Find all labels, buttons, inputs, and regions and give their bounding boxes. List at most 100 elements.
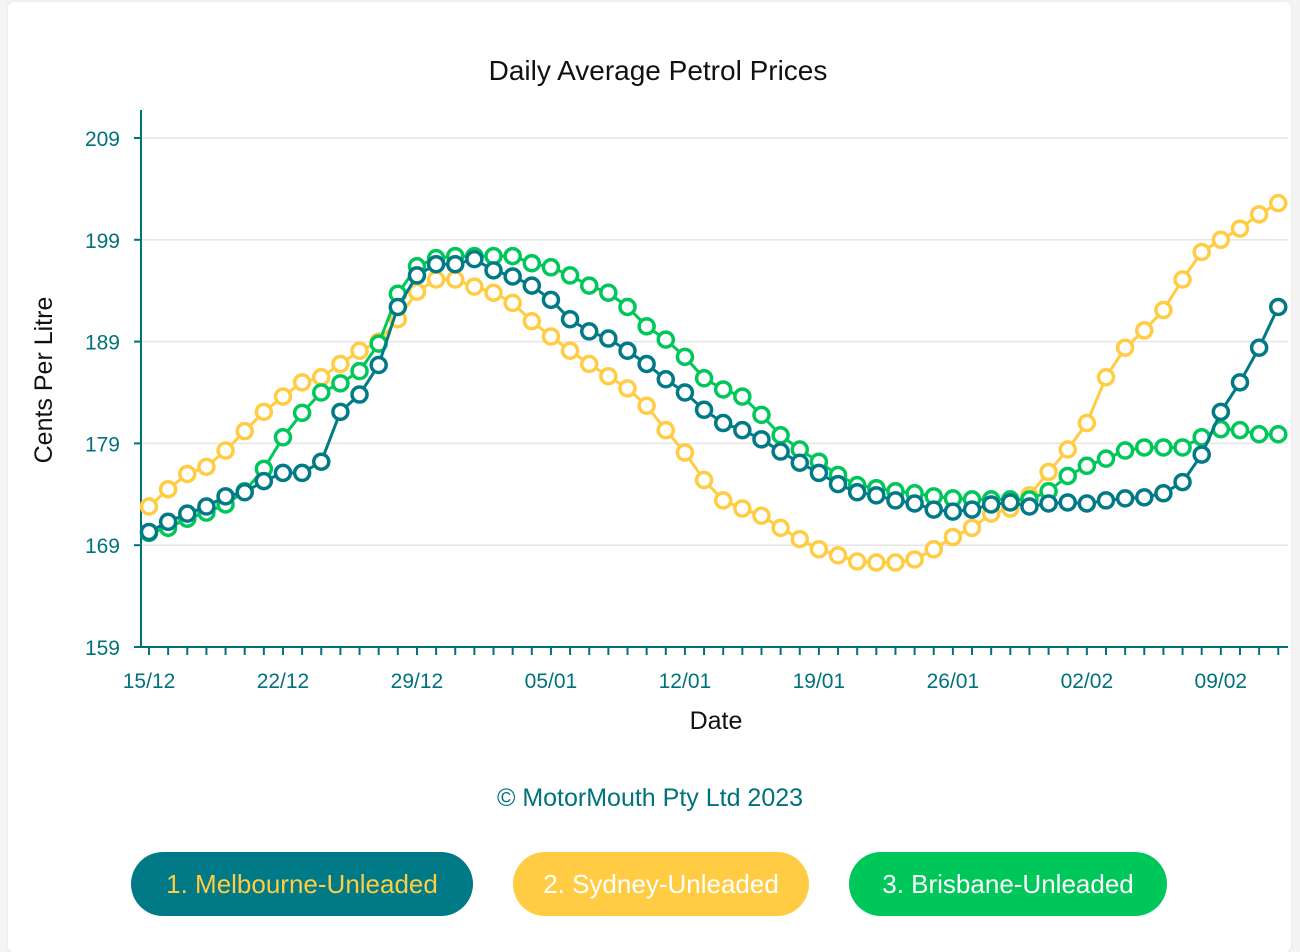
- data-point: [637, 317, 656, 336]
- data-point: [943, 502, 963, 521]
- data-point: [350, 385, 369, 404]
- data-point: [388, 297, 408, 317]
- data-point: [1039, 462, 1058, 482]
- data-point: [465, 277, 484, 296]
- data-point: [254, 471, 274, 491]
- data-point: [426, 270, 446, 289]
- data-point: [752, 430, 771, 449]
- x-tick-label: 26/01: [927, 670, 980, 693]
- x-tick-label: 22/12: [257, 670, 310, 693]
- data-point: [1230, 373, 1250, 392]
- data-point: [312, 452, 331, 471]
- x-tick-label: 02/02: [1061, 670, 1114, 693]
- x-tick-label: 29/12: [391, 670, 444, 693]
- data-point: [350, 341, 369, 361]
- x-tick-label: 12/01: [659, 670, 712, 693]
- data-point: [752, 405, 771, 425]
- data-point: [216, 441, 235, 460]
- y-tick-label: 209: [85, 128, 120, 151]
- data-point: [886, 491, 905, 510]
- data-point: [675, 443, 695, 462]
- data-point: [694, 470, 714, 490]
- x-tick-label: 19/01: [793, 670, 846, 693]
- data-point: [790, 529, 810, 549]
- data-point: [981, 495, 1001, 514]
- data-point: [139, 497, 159, 516]
- data-point: [407, 266, 427, 285]
- legend-toggle-2[interactable]: 2. Sydney-Unleaded: [513, 852, 809, 916]
- data-point: [522, 311, 542, 331]
- data-point: [235, 483, 254, 502]
- data-point: [579, 276, 599, 295]
- data-point: [1096, 491, 1116, 510]
- data-point: [216, 487, 235, 506]
- data-point: [847, 483, 867, 502]
- data-point: [560, 266, 580, 285]
- x-tick-label: 05/01: [525, 670, 578, 693]
- data-point: [560, 309, 580, 329]
- data-point: [579, 354, 599, 374]
- data-point: [484, 283, 503, 302]
- data-point: [522, 253, 542, 273]
- data-point: [809, 463, 829, 483]
- data-point: [331, 354, 350, 374]
- data-point: [1154, 438, 1173, 457]
- data-point: [867, 553, 886, 572]
- data-point: [847, 552, 867, 571]
- data-point: [675, 383, 695, 402]
- data-point: [465, 249, 484, 269]
- data-point: [790, 453, 810, 472]
- data-point: [694, 400, 714, 420]
- data-point: [828, 546, 848, 565]
- data-point: [618, 297, 637, 317]
- legend: 1. Melbourne-Unleaded 2. Sydney-Unleaded 3…: [0, 852, 1300, 916]
- data-point: [733, 499, 752, 518]
- data-point: [254, 402, 274, 422]
- data-point: [331, 374, 350, 393]
- data-point: [158, 512, 178, 532]
- data-point: [1115, 489, 1135, 508]
- data-point: [1173, 270, 1192, 289]
- x-tick-label: 15/12: [123, 670, 176, 693]
- data-point: [503, 246, 522, 266]
- data-point: [1211, 230, 1231, 250]
- data-point: [1173, 438, 1192, 457]
- data-point: [445, 270, 465, 289]
- data-point: [962, 518, 982, 538]
- data-point: [484, 261, 503, 280]
- line-chart: Daily Average Petrol Prices 159 169 179 189…: [30, 55, 1288, 735]
- data-point: [1269, 424, 1288, 444]
- y-axis-label: Cents Per Litre: [30, 297, 58, 464]
- data-point: [1096, 449, 1116, 468]
- data-point: [1115, 441, 1135, 460]
- data-point: [924, 540, 943, 559]
- data-point: [579, 322, 599, 341]
- data-point: [312, 367, 331, 387]
- data-point: [656, 370, 676, 389]
- data-point: [771, 518, 790, 538]
- data-point: [733, 420, 752, 440]
- data-point: [1154, 484, 1173, 503]
- data-point: [273, 387, 293, 406]
- data-point: [541, 327, 561, 346]
- y-tick-label: 159: [85, 637, 120, 660]
- data-point: [273, 463, 293, 483]
- data-point: [1173, 472, 1192, 492]
- data-point: [637, 354, 656, 374]
- data-point: [178, 504, 197, 523]
- y-tick-label: 199: [85, 230, 120, 253]
- data-point: [273, 428, 293, 447]
- chart-card: Daily Average Petrol Prices 159 169 179 189…: [8, 2, 1291, 952]
- data-point: [445, 254, 465, 274]
- data-point: [1154, 300, 1173, 320]
- data-point: [962, 500, 982, 519]
- data-point: [1039, 494, 1058, 513]
- data-point: [541, 290, 561, 310]
- data-point: [1077, 456, 1097, 476]
- data-point: [886, 553, 905, 572]
- data-point: [1058, 493, 1077, 512]
- legend-toggle-1[interactable]: 1. Melbourne-Unleaded: [131, 852, 473, 916]
- data-point: [292, 463, 312, 483]
- legend-toggle-3[interactable]: 3. Brisbane-Unleaded: [849, 852, 1167, 916]
- data-point: [618, 341, 637, 361]
